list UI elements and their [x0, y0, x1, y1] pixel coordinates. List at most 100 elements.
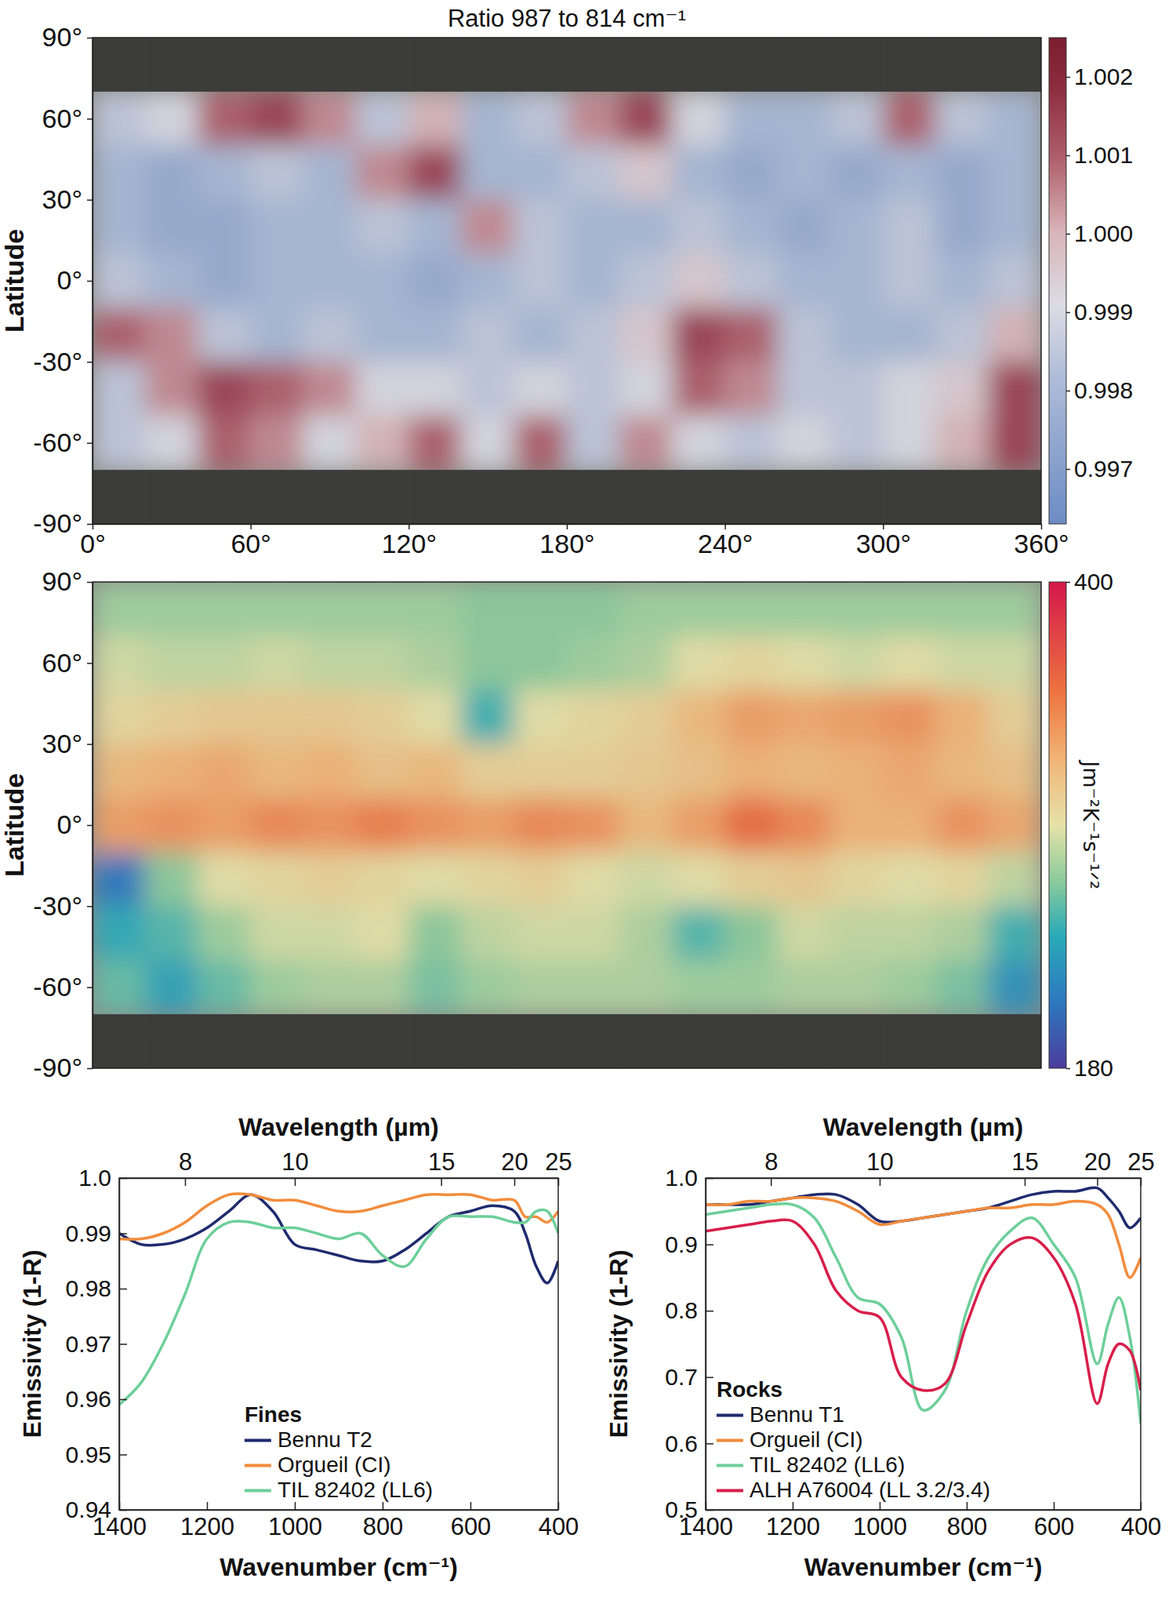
tick-label: 1.000 — [1074, 220, 1133, 247]
heat-cell — [355, 797, 410, 853]
no-data-cell — [566, 37, 621, 92]
no-data-cell — [514, 1013, 568, 1068]
tick-label: 0° — [56, 809, 83, 839]
heat-cell — [566, 851, 621, 907]
tick: 0.94 — [65, 1495, 128, 1522]
no-data-cell — [725, 37, 779, 92]
plot-frame — [92, 37, 1042, 524]
heat-cell — [355, 307, 410, 363]
tick: 0.97 — [65, 1330, 128, 1357]
heat-cell — [987, 90, 1042, 146]
heat-cell — [145, 199, 199, 255]
heat-cell — [408, 199, 462, 255]
heat-cell — [935, 743, 989, 799]
map-background — [92, 581, 1042, 1068]
heat-cell — [355, 581, 410, 636]
tick-label: -30° — [32, 346, 83, 377]
no-data-cell — [250, 1013, 305, 1068]
tick: 600 — [1034, 1501, 1075, 1540]
tick-mark — [87, 1067, 93, 1070]
heat-cell — [460, 145, 515, 200]
tick: -60° — [32, 971, 93, 1002]
heat-cell — [882, 361, 937, 417]
tick-label: 0.99 — [65, 1219, 112, 1246]
heat-cell — [92, 415, 146, 471]
heat-cell — [302, 361, 356, 417]
tick-label: -90° — [32, 508, 83, 538]
tick-mark — [1066, 233, 1071, 236]
heat-cell — [197, 90, 251, 146]
tick: 400 — [538, 1501, 580, 1540]
tick-label: 20 — [1084, 1147, 1111, 1176]
heat-cell — [935, 581, 989, 636]
heat-cell — [197, 361, 251, 417]
tick-mark — [705, 1177, 714, 1180]
heat-cell — [830, 689, 884, 745]
heat-cell — [830, 307, 884, 363]
heat-cell — [145, 581, 199, 636]
heat-cell — [302, 145, 356, 200]
heat-cell — [671, 145, 726, 200]
tick: 0.95 — [65, 1440, 128, 1467]
heat-cell — [882, 199, 937, 255]
heat-cell — [197, 145, 251, 200]
axis-line — [119, 1509, 559, 1511]
tick-mark — [966, 1501, 969, 1510]
heat-cell — [776, 959, 831, 1015]
no-data-cell — [830, 469, 884, 524]
tick-mark — [87, 581, 93, 584]
heat-cell — [671, 253, 726, 309]
legend-swatch — [716, 1463, 744, 1467]
tick-label: 400 — [1121, 1512, 1162, 1540]
heat-cell — [92, 199, 146, 255]
heat-cell — [513, 361, 567, 417]
heat-cell — [408, 307, 462, 363]
tick-mark — [1066, 155, 1071, 157]
tick-label: 600 — [1034, 1512, 1075, 1540]
heat-cell — [197, 959, 251, 1015]
heat-cell — [145, 905, 199, 961]
heat-cell — [250, 361, 304, 417]
tick-mark — [294, 1177, 297, 1186]
heat-cell — [724, 689, 778, 745]
cells — [92, 90, 1042, 470]
no-data-cell — [514, 469, 568, 524]
tick-label: 60° — [42, 103, 83, 134]
no-data-cell — [777, 469, 832, 524]
map-background — [92, 37, 1042, 524]
tick: 1000 — [852, 1501, 908, 1540]
heat-cell — [460, 905, 515, 961]
heat-cell — [987, 307, 1042, 363]
tick: 180 — [1066, 1054, 1114, 1081]
axis: 810152025 — [706, 1147, 1155, 1186]
no-data-cell — [988, 1013, 1042, 1068]
heat-cell — [302, 959, 356, 1015]
tick: 90° — [42, 566, 93, 596]
tick-mark — [87, 199, 93, 201]
axis-title: Emissivity (1-R) — [18, 1248, 47, 1438]
heat-cell — [724, 905, 778, 961]
heat-cell — [145, 145, 199, 200]
tick: 20 — [500, 1147, 528, 1186]
heat-cell — [408, 635, 462, 690]
heat-cell — [513, 581, 567, 636]
tick-label: 1.0 — [78, 1164, 112, 1191]
axis: 0.50.60.70.80.91.0 — [664, 1164, 714, 1522]
tick: 0.9 — [664, 1230, 714, 1257]
heat-cell — [197, 253, 251, 309]
tick: 0° — [56, 809, 93, 839]
heat-cell — [987, 253, 1042, 309]
plot-area — [92, 37, 1042, 524]
heat-cell — [355, 415, 410, 471]
no-data-cell — [936, 37, 990, 92]
heat-cell — [302, 90, 356, 146]
tick-label: -60° — [32, 971, 83, 1002]
legend-swatch — [716, 1488, 744, 1492]
heat-cell — [987, 689, 1042, 745]
tick: 1.001 — [1066, 141, 1133, 168]
no-data-cell — [250, 469, 305, 524]
no-data-cell — [92, 37, 146, 92]
no-data-cell — [197, 1013, 251, 1068]
tick-label: 240° — [697, 528, 753, 559]
tick-mark — [1024, 1177, 1027, 1186]
